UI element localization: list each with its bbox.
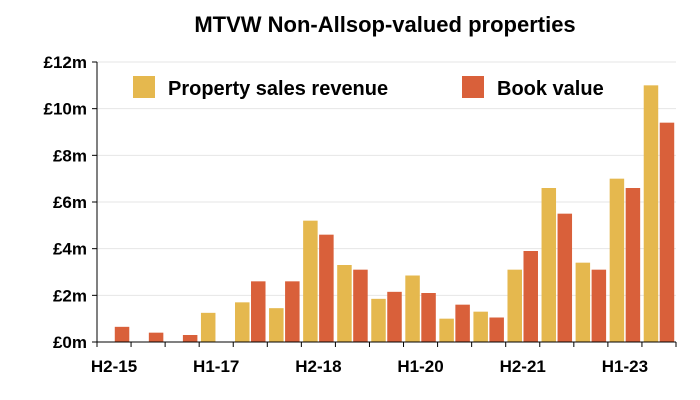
bar-property-sales-revenue-h1-19 [337, 265, 352, 342]
bar-book-value-h2-21 [523, 251, 538, 342]
x-tick-label: H2-21 [500, 357, 546, 376]
bar-book-value-h2-15 [114, 326, 130, 342]
x-tick-label: H1-20 [397, 357, 443, 376]
legend-label-book-value: Book value [497, 78, 604, 100]
bar-property-sales-revenue-h2-18 [303, 220, 318, 342]
x-tick-label: H2-15 [91, 357, 137, 376]
bar-book-value-h2-17 [251, 281, 266, 342]
bar-property-sales-revenue-h1-18 [269, 308, 284, 342]
legend: Property sales revenue Book value [133, 76, 604, 100]
bar-property-sales-revenue-h2-22 [575, 262, 591, 342]
bar-property-sales-revenue-h1-22 [541, 188, 557, 342]
y-tick-label: £2m [53, 286, 87, 305]
legend-swatch-property-sales-revenue [133, 76, 155, 98]
bar-book-value-h1-23 [625, 188, 641, 342]
bar-property-sales-revenue-h1-23 [609, 178, 625, 342]
x-tick-label: H2-18 [295, 357, 341, 376]
bar-property-sales-revenue-h2-19 [371, 298, 386, 342]
bar-book-value-h2-19 [387, 291, 402, 342]
y-tick-label: £6m [53, 193, 87, 212]
y-tick-label: £12m [44, 53, 87, 72]
x-tick-label: H1-23 [602, 357, 648, 376]
bar-book-value-h1-18 [285, 281, 300, 342]
y-tick-label: £0m [53, 333, 87, 352]
bar-book-value-h1-21 [489, 317, 504, 342]
x-tick-label: H1-17 [193, 357, 239, 376]
bars [114, 85, 675, 343]
bar-book-value-h1-16 [148, 332, 164, 342]
bar-book-value-h2-23 [659, 122, 675, 343]
y-tick-label: £4m [53, 240, 87, 259]
bar-property-sales-revenue-h2-21 [507, 269, 522, 342]
x-axis-ticks: H2-15 H1-17 H2-18 H1-20 H2-21 H1-23 [91, 342, 677, 376]
bar-book-value-h1-22 [557, 213, 573, 342]
chart-title: MTVW Non-Allsop-valued properties [194, 12, 575, 37]
bar-property-sales-revenue-h1-17 [200, 312, 216, 342]
bar-property-sales-revenue-h1-20 [405, 275, 420, 342]
y-tick-label: £10m [44, 100, 87, 119]
bar-book-value-h2-20 [455, 304, 470, 342]
bar-book-value-h2-18 [319, 234, 334, 342]
bar-property-sales-revenue-h2-20 [439, 318, 454, 342]
legend-label-property-sales-revenue: Property sales revenue [168, 78, 388, 100]
bar-property-sales-revenue-h1-21 [473, 311, 488, 342]
y-axis-ticks: £0m £2m £4m £6m £8m £10m £12m [44, 53, 97, 352]
bar-book-value-h1-19 [353, 269, 368, 342]
bar-book-value-h1-20 [421, 293, 436, 342]
bar-property-sales-revenue-h2-17 [235, 302, 250, 342]
bar-book-value-h2-16 [182, 335, 198, 342]
y-tick-label: £8m [53, 146, 87, 165]
bar-property-sales-revenue-h2-23 [643, 85, 659, 342]
bar-book-value-h2-22 [591, 269, 607, 342]
legend-swatch-book-value [462, 76, 484, 98]
